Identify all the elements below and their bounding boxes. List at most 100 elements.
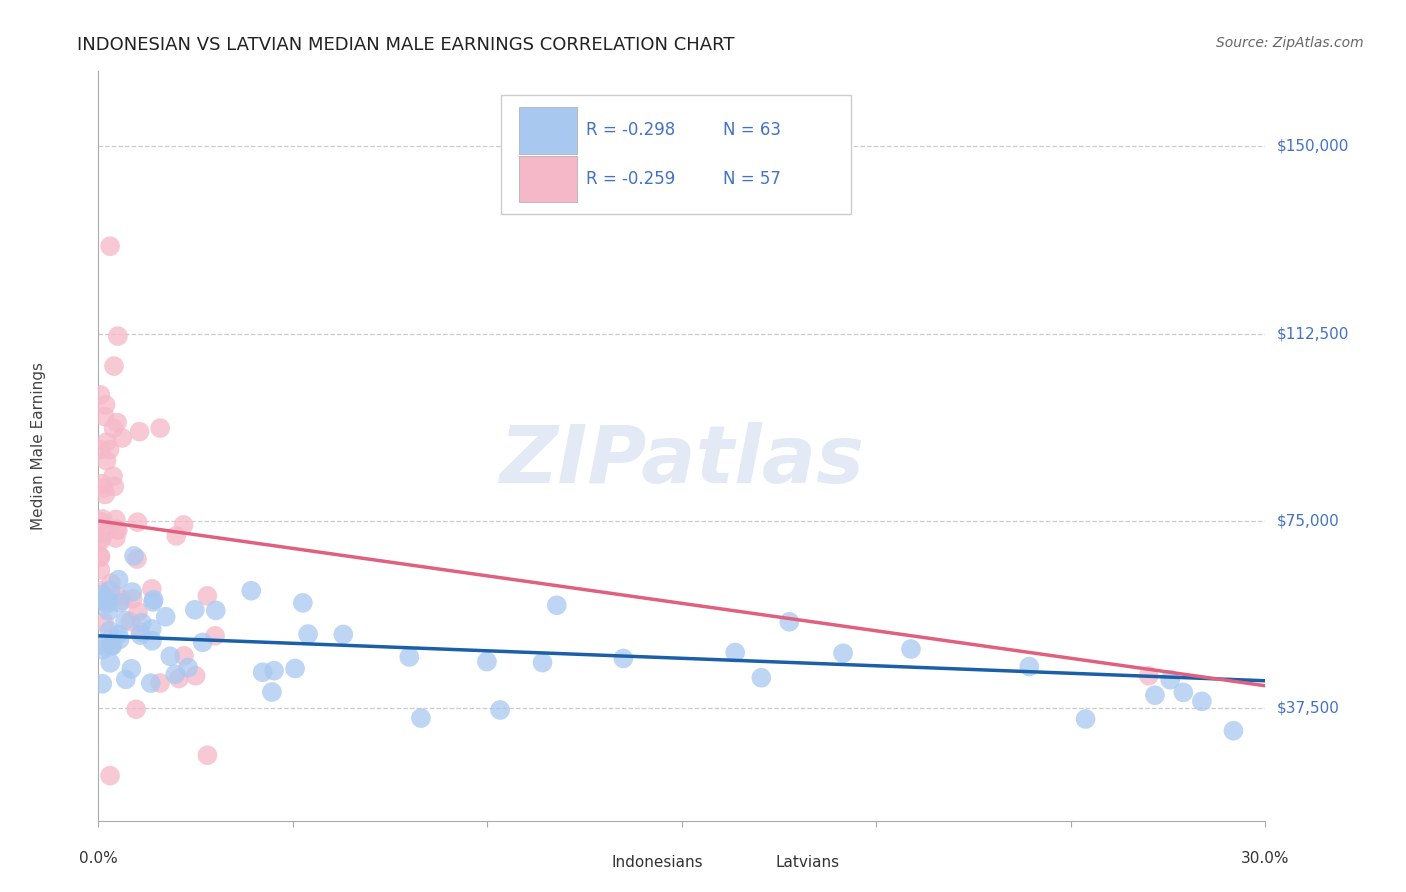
Point — [104, 512, 127, 526]
Point — [191, 635, 214, 649]
Point — [122, 549, 145, 563]
Point — [149, 421, 172, 435]
Point — [98, 656, 121, 670]
Point — [129, 625, 152, 640]
Point — [149, 676, 172, 690]
Point — [104, 531, 127, 545]
Point — [165, 667, 187, 681]
Point — [291, 596, 314, 610]
Text: R = -0.298: R = -0.298 — [586, 120, 675, 139]
Point — [93, 409, 115, 424]
Point — [1143, 688, 1166, 702]
Point — [128, 425, 150, 439]
Point — [89, 550, 111, 565]
Point — [177, 660, 200, 674]
Point — [142, 595, 165, 609]
Point — [111, 593, 134, 607]
Point — [91, 512, 114, 526]
Point — [121, 585, 143, 599]
FancyBboxPatch shape — [519, 107, 576, 153]
Point — [100, 639, 122, 653]
Point — [284, 661, 307, 675]
Point — [93, 639, 115, 653]
Point — [900, 642, 922, 657]
Point — [108, 632, 131, 647]
Text: $37,500: $37,500 — [1277, 701, 1340, 715]
Text: ZIPatlas: ZIPatlas — [499, 422, 865, 500]
Point — [409, 711, 432, 725]
Point — [778, 615, 800, 629]
Point — [184, 669, 207, 683]
Point — [97, 604, 120, 618]
Point — [105, 522, 128, 536]
Text: 30.0%: 30.0% — [1241, 851, 1289, 866]
Point — [94, 487, 117, 501]
Point — [159, 649, 181, 664]
Point — [121, 591, 143, 606]
Point — [98, 632, 121, 647]
Text: Latvians: Latvians — [775, 855, 839, 870]
Point — [173, 517, 195, 532]
Point — [141, 622, 163, 636]
Point — [93, 526, 115, 541]
Point — [125, 552, 148, 566]
Point — [131, 615, 153, 630]
Point — [204, 603, 226, 617]
Point — [1074, 712, 1097, 726]
Point — [90, 515, 112, 529]
Point — [90, 532, 112, 546]
Point — [332, 627, 354, 641]
Point — [184, 603, 207, 617]
Point — [101, 639, 124, 653]
Point — [103, 421, 125, 435]
Text: N = 63: N = 63 — [723, 120, 780, 139]
Point — [89, 549, 111, 564]
Point — [120, 615, 142, 629]
Point — [546, 599, 568, 613]
Point — [139, 676, 162, 690]
Point — [96, 597, 118, 611]
Text: $75,000: $75,000 — [1277, 514, 1340, 528]
Text: Source: ZipAtlas.com: Source: ZipAtlas.com — [1216, 36, 1364, 50]
Text: $150,000: $150,000 — [1277, 139, 1348, 153]
Point — [105, 589, 128, 603]
Point — [111, 431, 134, 445]
Point — [91, 677, 114, 691]
FancyBboxPatch shape — [501, 95, 851, 214]
Point — [91, 592, 114, 607]
Point — [142, 592, 165, 607]
Text: INDONESIAN VS LATVIAN MEDIAN MALE EARNINGS CORRELATION CHART: INDONESIAN VS LATVIAN MEDIAN MALE EARNIN… — [77, 36, 735, 54]
Point — [195, 589, 218, 603]
Point — [98, 624, 121, 638]
Point — [155, 609, 177, 624]
Point — [105, 416, 128, 430]
Point — [107, 627, 129, 641]
Point — [165, 529, 187, 543]
Point — [127, 515, 149, 529]
Point — [101, 469, 124, 483]
Point — [724, 646, 747, 660]
Point — [107, 523, 129, 537]
Point — [107, 329, 129, 343]
Point — [167, 672, 190, 686]
Point — [91, 476, 114, 491]
Point — [98, 442, 121, 457]
Point — [89, 388, 111, 402]
Point — [120, 662, 142, 676]
Point — [749, 671, 772, 685]
Point — [114, 673, 136, 687]
Point — [260, 685, 283, 699]
Point — [1222, 723, 1244, 738]
FancyBboxPatch shape — [561, 846, 605, 880]
Point — [89, 583, 111, 598]
Point — [114, 613, 136, 627]
Point — [93, 481, 115, 495]
Point — [90, 533, 112, 548]
Point — [125, 702, 148, 716]
Point — [103, 479, 125, 493]
Point — [197, 748, 219, 763]
Point — [129, 628, 152, 642]
Point — [100, 576, 122, 591]
Point — [91, 642, 114, 657]
Point — [141, 633, 163, 648]
